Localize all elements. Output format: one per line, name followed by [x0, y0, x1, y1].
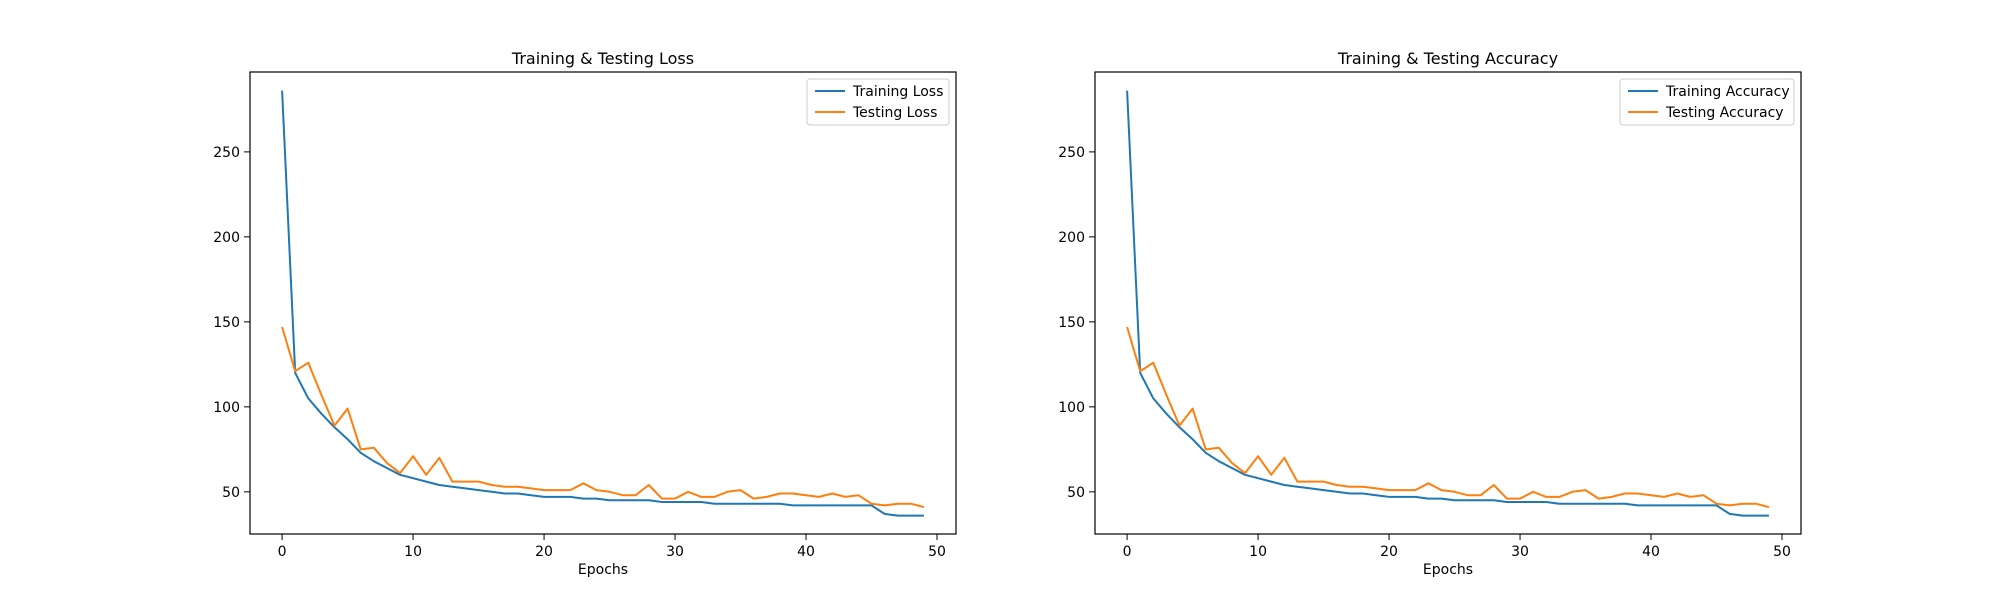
- plot-frame: [249, 71, 957, 535]
- plot-frame: [1094, 71, 1802, 535]
- x-tick-label: 0: [278, 544, 287, 560]
- x-tick-label: 50: [1773, 544, 1791, 560]
- plot-lines: [1126, 90, 1770, 517]
- chart-title: Training & Testing Loss: [511, 49, 694, 68]
- legend-label-testing: Testing Accuracy: [1665, 105, 1784, 121]
- x-tick-label: 50: [928, 544, 946, 560]
- x-axis-label: Epochs: [578, 562, 628, 578]
- testing-series-line: [1126, 326, 1770, 509]
- testing-series-line: [281, 326, 925, 509]
- x-tick-label: 40: [1642, 544, 1660, 560]
- y-tick-label: 100: [1058, 400, 1085, 416]
- x-tick-label: 20: [535, 544, 553, 560]
- legend-label-training: Training Loss: [852, 84, 943, 100]
- x-axis-label: Epochs: [1423, 562, 1473, 578]
- accuracy-chart: Training & Testing Accuracy Epochs 0 10 20…: [1058, 49, 1802, 578]
- chart-title: Training & Testing Accuracy: [1337, 49, 1558, 68]
- x-tick-label: 20: [1380, 544, 1398, 560]
- y-tick-label: 100: [213, 400, 240, 416]
- axis-ticks: 0 10 20 30 40 50 50 100 150 200 250: [213, 145, 946, 560]
- y-tick-label: 50: [1067, 485, 1085, 501]
- y-tick-label: 150: [213, 315, 240, 331]
- x-tick-label: 40: [797, 544, 815, 560]
- y-tick-label: 200: [1058, 230, 1085, 246]
- legend: Training Accuracy Testing Accuracy: [1619, 78, 1795, 126]
- loss-chart: Training & Testing Loss Epochs 0 10 20 30 40…: [213, 49, 957, 578]
- training-series-line: [1126, 90, 1769, 517]
- x-tick-label: 10: [1249, 544, 1267, 560]
- training-series-line: [281, 90, 924, 517]
- y-tick-label: 50: [222, 485, 240, 501]
- legend-label-training: Training Accuracy: [1665, 84, 1790, 100]
- y-tick-label: 250: [213, 145, 240, 161]
- legend-label-testing: Testing Loss: [852, 105, 937, 121]
- y-tick-label: 150: [1058, 315, 1085, 331]
- plot-lines: [281, 90, 925, 517]
- y-tick-label: 200: [213, 230, 240, 246]
- x-tick-label: 0: [1123, 544, 1132, 560]
- x-tick-label: 10: [404, 544, 422, 560]
- axis-ticks: 0 10 20 30 40 50 50 100 150 200 250: [1058, 145, 1791, 560]
- x-tick-label: 30: [666, 544, 684, 560]
- y-tick-label: 250: [1058, 145, 1085, 161]
- x-tick-label: 30: [1511, 544, 1529, 560]
- legend-box: [1619, 78, 1795, 126]
- legend: Training Loss Testing Loss: [806, 78, 950, 126]
